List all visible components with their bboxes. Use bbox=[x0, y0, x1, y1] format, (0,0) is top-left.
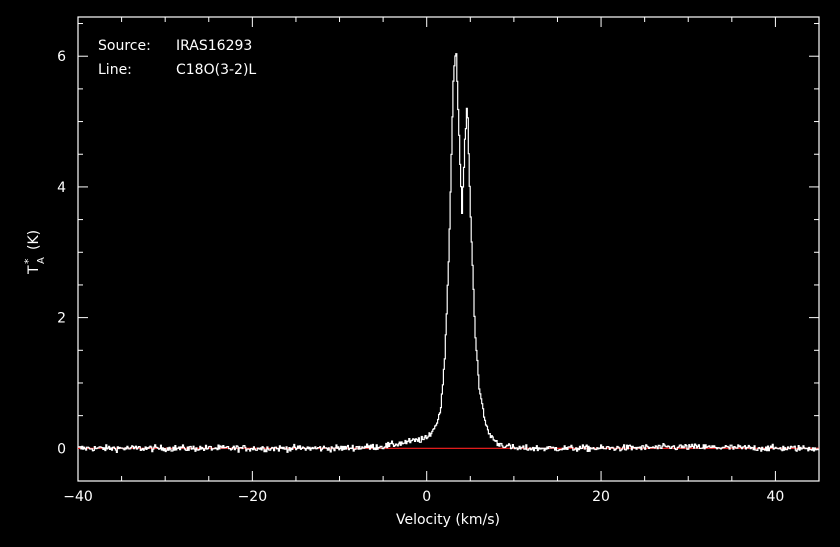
x-tick-labels: −40 −20 0 20 40 bbox=[63, 489, 784, 505]
y-axis-label-main: T bbox=[26, 265, 42, 275]
y-axis-label-subscript: A bbox=[36, 257, 47, 264]
spectrum-line bbox=[78, 53, 819, 453]
line-label: Line: bbox=[98, 62, 132, 78]
x-tick-label: 40 bbox=[766, 489, 784, 505]
y-axis-label: T * A (K) bbox=[22, 230, 47, 275]
line-value: C18O(3-2)L bbox=[176, 62, 256, 78]
y-tick-label: 2 bbox=[57, 311, 66, 327]
x-tick-label: 20 bbox=[592, 489, 610, 505]
x-tick-label: −40 bbox=[63, 489, 93, 505]
y-tick-labels: 0 2 4 6 bbox=[57, 49, 66, 457]
y-axis-label-superscript: * bbox=[22, 258, 35, 264]
x-axis-label: Velocity (km/s) bbox=[396, 512, 500, 528]
y-tick-label: 0 bbox=[57, 441, 66, 457]
x-tick-label: 0 bbox=[422, 489, 431, 505]
y-axis-label-unit: (K) bbox=[26, 230, 42, 250]
source-value: IRAS16293 bbox=[176, 38, 252, 54]
source-label: Source: bbox=[98, 38, 151, 54]
plot-frame bbox=[77, 16, 820, 482]
y-tick-label: 4 bbox=[57, 180, 66, 196]
y-tick-label: 6 bbox=[57, 49, 66, 65]
x-tick-label: −20 bbox=[238, 489, 268, 505]
